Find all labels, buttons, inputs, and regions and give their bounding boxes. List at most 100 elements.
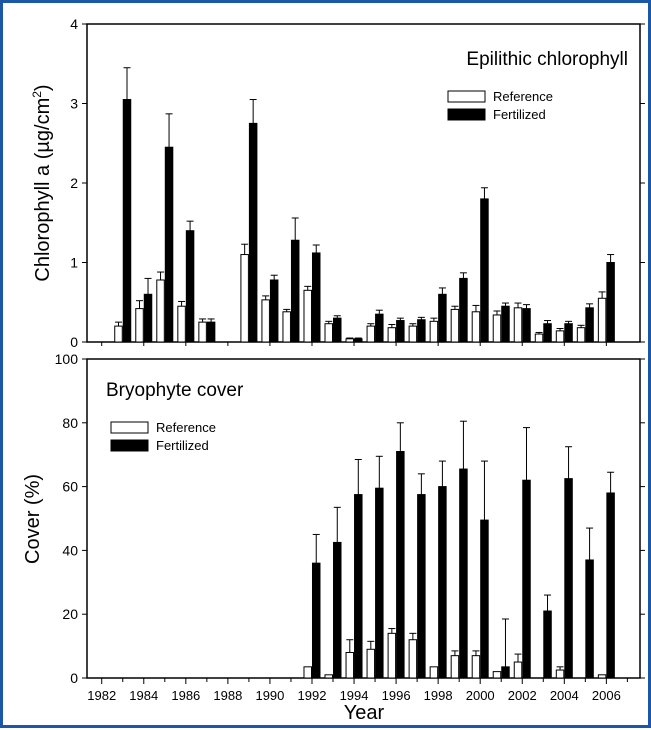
bar-reference bbox=[387, 632, 397, 679]
bar-reference bbox=[597, 674, 607, 679]
y-tick-label: 2 bbox=[70, 175, 78, 191]
bar-fertilized bbox=[501, 666, 510, 679]
bar-fertilized bbox=[143, 293, 153, 343]
bar-reference bbox=[450, 655, 460, 679]
bar-reference bbox=[282, 311, 291, 343]
bottom-legend-reference-swatch bbox=[110, 421, 149, 434]
bar-reference bbox=[513, 307, 523, 343]
bar-reference bbox=[408, 639, 418, 679]
bar-fertilized bbox=[164, 146, 174, 343]
bottom-legend: Reference Fertilized bbox=[110, 420, 216, 453]
bottom-legend-reference-label: Reference bbox=[156, 420, 216, 435]
top-legend: Reference Fertilized bbox=[447, 89, 553, 122]
bar-reference bbox=[240, 254, 249, 343]
bar-fertilized bbox=[459, 468, 468, 679]
x-tick-label: 2002 bbox=[508, 688, 537, 703]
bar-reference bbox=[429, 320, 439, 343]
top-y-ticks: 0 1 2 3 4 bbox=[70, 16, 645, 350]
bar-fertilized bbox=[522, 479, 531, 679]
bottom-chart-title: Bryophyte cover bbox=[106, 380, 244, 401]
bar-fertilized bbox=[480, 519, 489, 679]
top-chart-title: Epilithic chlorophyll bbox=[466, 49, 628, 70]
x-tick-label: 1996 bbox=[382, 688, 411, 703]
bar-fertilized bbox=[459, 277, 468, 343]
y-tick-label: 60 bbox=[62, 479, 78, 495]
bar-reference bbox=[555, 669, 565, 679]
top-y-axis-label: Chlorophyll a (µg/cm2) bbox=[30, 84, 54, 281]
bar-fertilized bbox=[206, 321, 216, 343]
bar-reference bbox=[324, 674, 334, 679]
bar-reference bbox=[198, 321, 207, 343]
bar-fertilized bbox=[333, 541, 342, 679]
top-legend-reference-swatch bbox=[447, 90, 486, 103]
bar-fertilized bbox=[375, 313, 384, 343]
bar-fertilized bbox=[396, 451, 405, 679]
y-tick-label: 100 bbox=[55, 351, 79, 367]
bar-fertilized bbox=[522, 308, 531, 343]
bar-fertilized bbox=[311, 252, 321, 343]
bar-reference bbox=[387, 327, 397, 343]
bar-fertilized bbox=[269, 279, 279, 343]
bar-fertilized bbox=[543, 323, 552, 343]
bar-reference bbox=[408, 325, 418, 343]
x-tick-label: 1994 bbox=[340, 688, 369, 703]
bar-fertilized bbox=[564, 323, 573, 343]
bar-fertilized bbox=[480, 198, 489, 343]
bar-fertilized bbox=[417, 494, 426, 679]
bar-reference bbox=[366, 325, 376, 343]
bottom-panel: 0 20 40 60 80 100 1982 1984 1986 1988 1990 1992 199… bbox=[22, 351, 645, 724]
bar-reference bbox=[345, 651, 355, 679]
bar-reference bbox=[177, 305, 186, 343]
x-tick-label: 1984 bbox=[129, 688, 158, 703]
bar-fertilized bbox=[122, 99, 132, 343]
bar-reference bbox=[324, 323, 334, 343]
bottom-x-ticks: 1982 1984 1986 1988 1990 1992 1994 1996 1998 2000… bbox=[87, 678, 628, 703]
bar-reference bbox=[471, 311, 481, 343]
bar-reference bbox=[114, 325, 123, 343]
bar-reference bbox=[261, 299, 270, 343]
chart-svg: 0 1 2 3 4 Epilithic chlorophyll Chlorophyll … bbox=[22, 16, 645, 724]
top-legend-fertilized-swatch bbox=[447, 108, 486, 121]
bottom-legend-fertilized-label: Fertilized bbox=[156, 438, 209, 453]
bar-reference bbox=[471, 655, 481, 679]
bar-reference bbox=[555, 330, 565, 343]
bar-reference bbox=[576, 327, 586, 343]
bar-fertilized bbox=[248, 122, 258, 343]
x-tick-label: 1988 bbox=[213, 688, 242, 703]
bar-fertilized bbox=[333, 317, 342, 343]
bar-fertilized bbox=[501, 305, 510, 343]
bar-reference bbox=[429, 666, 439, 679]
x-tick-label: 2004 bbox=[550, 688, 579, 703]
bar-fertilized bbox=[417, 319, 426, 343]
bar-fertilized bbox=[438, 293, 447, 343]
bar-reference bbox=[303, 666, 312, 679]
bottom-legend-fertilized-swatch bbox=[110, 439, 149, 452]
bar-fertilized bbox=[585, 559, 594, 679]
bar-fertilized bbox=[438, 486, 447, 679]
x-tick-label: 1998 bbox=[424, 688, 453, 703]
y-tick-label: 80 bbox=[62, 415, 78, 431]
y-tick-label: 1 bbox=[70, 255, 78, 271]
bar-reference bbox=[492, 314, 502, 343]
y-tick-label: 40 bbox=[62, 542, 78, 558]
bar-reference bbox=[135, 308, 144, 343]
bar-reference bbox=[534, 333, 544, 343]
bar-fertilized bbox=[606, 262, 615, 343]
x-tick-label: 2006 bbox=[592, 688, 621, 703]
x-tick-label: 1992 bbox=[298, 688, 327, 703]
bar-fertilized bbox=[564, 478, 573, 679]
bar-fertilized bbox=[396, 320, 405, 343]
bar-fertilized bbox=[585, 307, 594, 343]
bar-fertilized bbox=[375, 487, 384, 679]
bottom-y-ticks: 0 20 40 60 80 100 bbox=[55, 351, 645, 686]
bottom-bars bbox=[303, 420, 615, 679]
bar-fertilized bbox=[311, 562, 321, 679]
bar-fertilized bbox=[354, 338, 363, 343]
bar-fertilized bbox=[185, 230, 195, 343]
bar-fertilized bbox=[606, 492, 615, 679]
bottom-plot-frame bbox=[86, 358, 641, 679]
top-legend-fertilized-label: Fertilized bbox=[493, 107, 546, 122]
y-tick-label: 3 bbox=[70, 96, 78, 112]
bottom-x-axis-label: Year bbox=[344, 702, 385, 724]
y-tick-label: 0 bbox=[70, 670, 78, 686]
